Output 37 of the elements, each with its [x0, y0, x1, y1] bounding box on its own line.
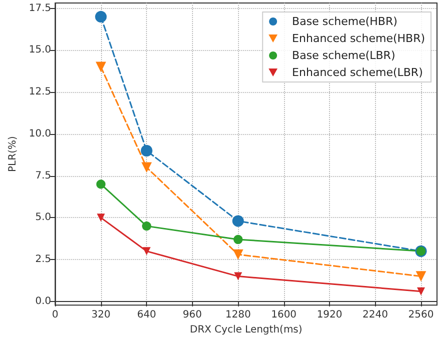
x-tick-label: 1600 [271, 310, 297, 321]
point [232, 249, 244, 260]
y-tick-label: 7.5 [35, 170, 52, 182]
y-tick-label: 17.5 [28, 2, 52, 14]
point [95, 10, 107, 23]
point [234, 272, 242, 280]
y-tick-label: 15.0 [28, 44, 52, 56]
y-axis-title: PLR(%) [8, 136, 18, 172]
legend-label: Enhanced scheme(LBR) [292, 66, 423, 79]
x-tick-label: 960 [182, 310, 202, 321]
point [96, 180, 106, 189]
point [416, 287, 425, 296]
x-tick-label: 2240 [362, 310, 388, 321]
point [142, 247, 151, 256]
legend-label: Base scheme(LBR) [292, 49, 396, 62]
y-tick-label: 2.5 [35, 254, 52, 266]
x-tick-label: 2560 [408, 310, 434, 321]
point [232, 215, 244, 227]
x-axis-title: DRX Cycle Length(ms) [190, 324, 302, 336]
point [141, 162, 152, 173]
point [140, 144, 152, 156]
x-tick-label: 0 [52, 310, 58, 321]
x-tick-label: 320 [91, 310, 110, 321]
point [416, 271, 426, 282]
y-tick-label: 12.5 [28, 86, 52, 98]
point [142, 221, 152, 231]
point [96, 62, 106, 72]
x-tick-label: 1920 [316, 310, 342, 321]
y-tick-label: 0.0 [35, 296, 52, 307]
y-tick-label: 5.0 [35, 212, 52, 224]
legend-label: Enhanced scheme(HBR) [292, 32, 426, 45]
y-tick-label: 10.0 [28, 128, 52, 140]
x-tick-label: 640 [137, 310, 156, 321]
legend-label: Base scheme(HBR) [292, 15, 398, 28]
point [96, 214, 105, 222]
x-tick-label: 1280 [225, 310, 251, 321]
point [233, 234, 243, 244]
